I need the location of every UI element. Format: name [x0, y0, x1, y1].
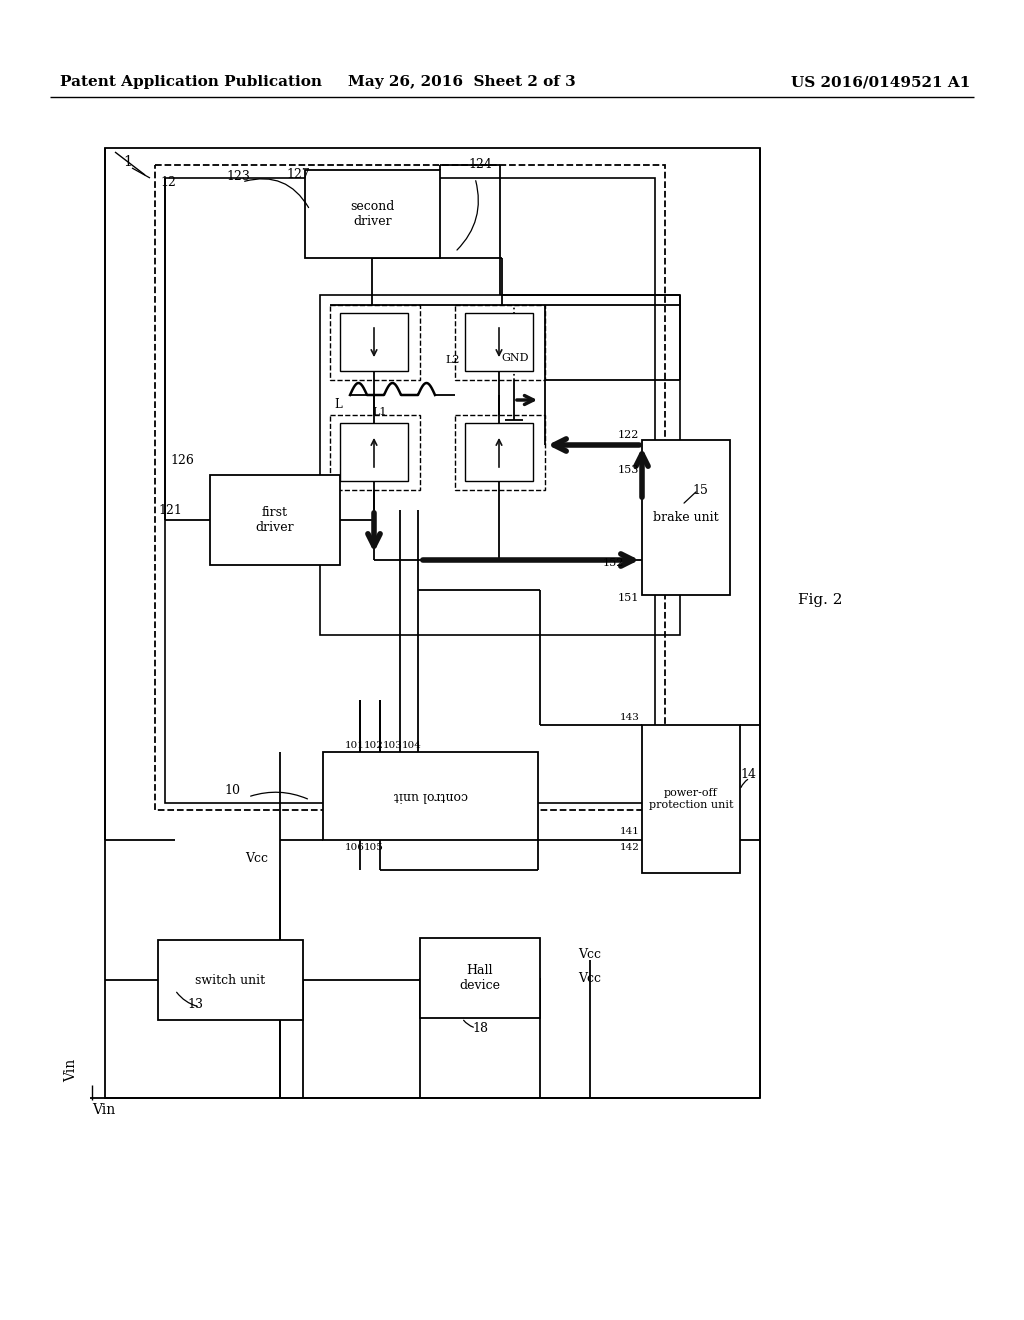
Text: 105: 105	[365, 843, 384, 853]
Bar	[330, 414, 420, 490]
Text: 1: 1	[124, 154, 132, 169]
Bar	[465, 422, 534, 480]
Bar	[465, 313, 534, 371]
Text: 143: 143	[621, 713, 640, 722]
Text: 121: 121	[158, 503, 182, 516]
Text: control unit: control unit	[393, 789, 468, 803]
Bar	[319, 294, 680, 635]
Bar	[420, 939, 540, 1018]
Text: Vcc: Vcc	[579, 972, 601, 985]
Text: GND: GND	[502, 352, 528, 363]
Text: brake unit: brake unit	[653, 511, 719, 524]
Bar	[158, 940, 303, 1020]
Bar	[340, 422, 408, 480]
Bar	[642, 440, 730, 595]
Bar	[330, 305, 420, 380]
Bar	[340, 313, 408, 371]
Text: 13: 13	[187, 998, 203, 1011]
Text: 103: 103	[383, 741, 402, 750]
Bar	[305, 170, 440, 257]
Text: second
driver: second driver	[350, 201, 394, 228]
Text: 14: 14	[740, 768, 756, 781]
Text: 126: 126	[170, 454, 194, 466]
Text: 124: 124	[468, 158, 492, 172]
Text: 141: 141	[621, 828, 640, 837]
Text: 12: 12	[160, 176, 176, 189]
Text: 153: 153	[617, 465, 639, 475]
Text: Hall
device: Hall device	[460, 964, 501, 993]
Bar	[210, 475, 340, 565]
Text: 152: 152	[602, 558, 624, 568]
Text: 10: 10	[224, 784, 240, 796]
Text: 151: 151	[617, 593, 639, 603]
Text: 15: 15	[692, 483, 708, 496]
Bar	[455, 414, 545, 490]
Text: L2: L2	[445, 355, 460, 366]
Text: 101: 101	[345, 741, 365, 750]
Text: 104: 104	[402, 741, 422, 750]
Bar	[105, 148, 760, 1098]
Text: L: L	[334, 399, 342, 412]
Text: L1: L1	[373, 407, 387, 417]
Text: Vin: Vin	[92, 1104, 116, 1117]
Text: Vcc: Vcc	[245, 851, 268, 865]
Text: 127: 127	[286, 169, 310, 181]
Text: switch unit: switch unit	[196, 974, 265, 986]
Bar	[323, 752, 538, 840]
Text: 142: 142	[621, 843, 640, 853]
Text: Vin: Vin	[63, 1059, 78, 1081]
Text: 123: 123	[226, 169, 250, 182]
Bar	[165, 178, 655, 803]
Text: first
driver: first driver	[256, 506, 294, 535]
Text: Vcc: Vcc	[579, 949, 601, 961]
Text: 106: 106	[345, 843, 365, 853]
Text: 102: 102	[365, 741, 384, 750]
Text: power-off
protection unit: power-off protection unit	[649, 788, 733, 809]
Text: 122: 122	[617, 430, 639, 440]
Text: US 2016/0149521 A1: US 2016/0149521 A1	[791, 75, 970, 88]
Text: 18: 18	[472, 1022, 488, 1035]
Text: May 26, 2016  Sheet 2 of 3: May 26, 2016 Sheet 2 of 3	[348, 75, 575, 88]
Text: Patent Application Publication: Patent Application Publication	[60, 75, 322, 88]
Bar	[642, 725, 740, 873]
Bar	[155, 165, 665, 810]
Bar	[455, 305, 545, 380]
Text: Fig. 2: Fig. 2	[798, 593, 843, 607]
